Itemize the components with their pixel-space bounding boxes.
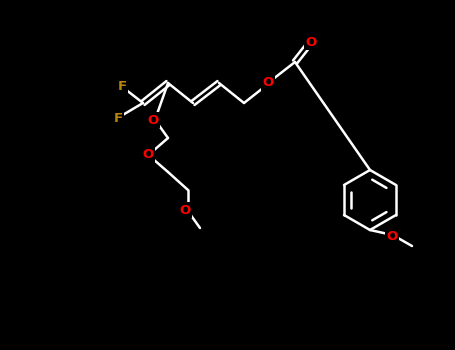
Text: O: O bbox=[147, 113, 159, 126]
Text: F: F bbox=[113, 112, 122, 125]
Text: O: O bbox=[263, 77, 273, 90]
Text: O: O bbox=[386, 230, 398, 243]
Text: O: O bbox=[179, 203, 191, 217]
Text: O: O bbox=[305, 35, 317, 49]
Text: F: F bbox=[117, 80, 126, 93]
Text: O: O bbox=[142, 148, 154, 161]
